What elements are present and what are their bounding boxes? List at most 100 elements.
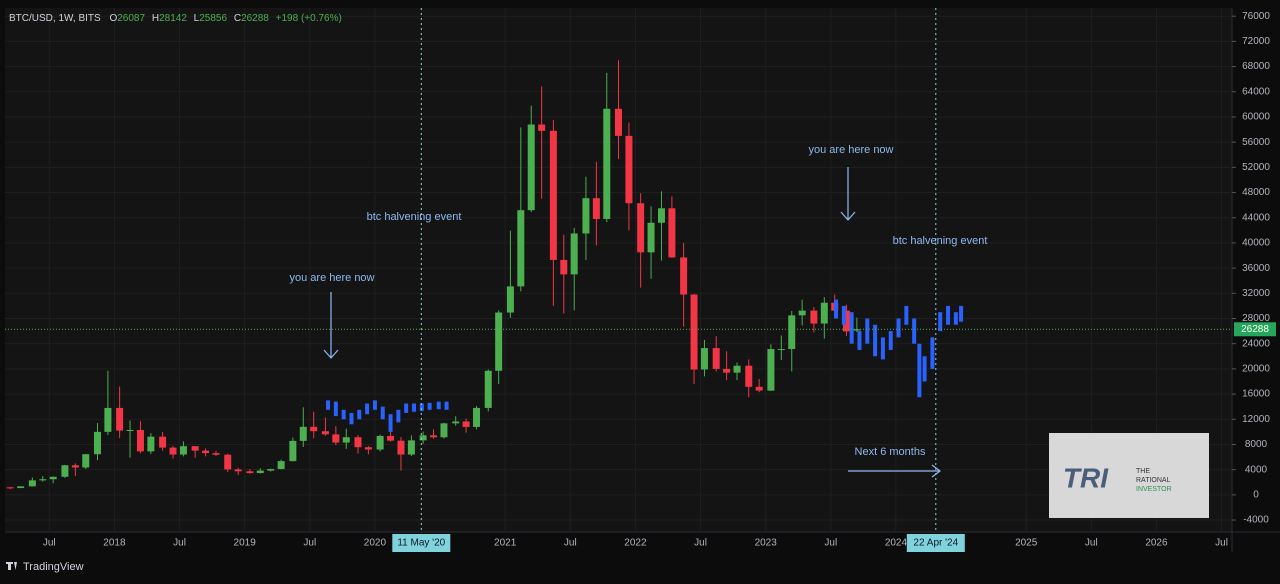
candle-body xyxy=(299,426,307,441)
marks xyxy=(5,8,1232,532)
footer-text[interactable]: TradingView xyxy=(23,561,84,573)
event-label: 22 Apr '24 xyxy=(913,538,958,549)
candle-body xyxy=(637,203,645,253)
candle-body xyxy=(755,386,763,391)
y-tick-label: 32000 xyxy=(1242,288,1270,299)
candle-body xyxy=(842,310,850,332)
watermark-box xyxy=(1049,433,1209,518)
candle-body xyxy=(321,431,329,435)
candle-body xyxy=(6,487,14,489)
arrow-down xyxy=(323,292,339,359)
annotation: btc halvening event xyxy=(367,211,462,223)
candle-body xyxy=(820,302,828,324)
annotation: you are here now xyxy=(290,272,375,284)
logo-name: INVESTOR xyxy=(1136,486,1172,493)
x-tick-label: Jul xyxy=(1215,538,1228,549)
x-tick-label: 2021 xyxy=(494,538,517,549)
candle-body xyxy=(657,208,665,223)
candle-body xyxy=(93,431,101,455)
candle-body xyxy=(332,434,340,443)
ohlc-value: 26087 xyxy=(117,13,145,24)
last-price-label: 26288 xyxy=(1241,324,1269,335)
candle-body xyxy=(680,257,688,295)
event-label-box xyxy=(392,534,451,552)
change: +198 (+0.76%) xyxy=(276,13,342,24)
candle-body xyxy=(788,315,796,350)
y-tick-label: 48000 xyxy=(1242,187,1270,198)
ohlc-value: 25856 xyxy=(199,13,227,24)
y-tick-label: 0 xyxy=(1253,489,1259,500)
last-price-box xyxy=(1234,322,1276,337)
candle-body xyxy=(267,469,275,471)
candle-body xyxy=(116,407,124,431)
x-tick-label: 2026 xyxy=(1145,538,1168,549)
grid xyxy=(5,8,1236,532)
candle-body xyxy=(777,349,785,351)
candle-body xyxy=(615,108,622,136)
candle-body xyxy=(191,446,199,451)
x-tick-label: Jul xyxy=(1085,538,1098,549)
candle-body xyxy=(159,436,167,448)
candle-body xyxy=(798,310,806,316)
candle-body xyxy=(71,465,79,468)
candle-body xyxy=(810,310,818,324)
candle-body xyxy=(560,259,568,275)
candle-body xyxy=(538,124,546,131)
candle-body xyxy=(61,465,69,477)
x-tick-label: 2022 xyxy=(624,538,647,549)
candle-body xyxy=(82,454,90,468)
candle-body xyxy=(104,407,112,432)
candle-body xyxy=(28,480,36,487)
candle-body xyxy=(387,435,395,441)
candle-body xyxy=(452,421,460,424)
candle-body xyxy=(745,365,753,387)
y-tick-label: 4000 xyxy=(1245,464,1268,475)
candle-body xyxy=(506,286,514,313)
candle-body xyxy=(582,198,590,234)
arrow-right xyxy=(848,464,941,478)
logo-name: THE xyxy=(1136,468,1150,475)
event-label-box xyxy=(906,534,965,552)
candle-body xyxy=(376,435,384,450)
y-tick-label: 40000 xyxy=(1242,238,1270,249)
candle-body xyxy=(440,423,448,438)
y-tick-label: 28000 xyxy=(1242,313,1270,324)
annotation: Next 6 months xyxy=(855,446,926,458)
x-tick-label: 2018 xyxy=(103,538,126,549)
candle-body xyxy=(733,365,741,373)
header: BTC/USD, 1W, BITS O26087 H28142 L25856 C… xyxy=(9,13,342,24)
candle-body xyxy=(256,470,264,474)
x-tick-label: Jul xyxy=(303,538,316,549)
ohlc-label: H xyxy=(152,13,159,24)
candle-body xyxy=(126,429,134,431)
y-tick-label: 8000 xyxy=(1245,439,1268,450)
x-tick-label: 2024 xyxy=(885,538,908,549)
candle-body xyxy=(39,479,47,481)
y-tick-label: 60000 xyxy=(1242,112,1270,123)
y-tick-label: 72000 xyxy=(1242,36,1270,47)
y-tick-label: 68000 xyxy=(1242,61,1270,72)
candle-body xyxy=(147,436,155,452)
x-tick-label: Jul xyxy=(43,538,56,549)
candle-body xyxy=(603,108,611,219)
y-tick-label: 44000 xyxy=(1242,212,1270,223)
event-label: 11 May '20 xyxy=(397,538,445,549)
candle-body xyxy=(723,368,731,373)
candle-body xyxy=(625,135,633,204)
x-tick-label: Jul xyxy=(564,538,577,549)
candle-body xyxy=(473,407,481,427)
candle-body xyxy=(462,421,470,427)
footer-logo xyxy=(6,562,17,570)
x-tick-label: 2025 xyxy=(1015,538,1038,549)
candle-body xyxy=(668,208,676,258)
x-tick-label: 2023 xyxy=(755,538,778,549)
symbol: BTC/USD, 1W, BITS xyxy=(9,13,101,24)
footer-bar xyxy=(0,555,1280,584)
candle-body xyxy=(397,440,405,455)
candle-body xyxy=(342,437,350,443)
y-tick-label: 16000 xyxy=(1242,389,1270,400)
logo: TRI xyxy=(1063,462,1109,493)
y-tick-label: 20000 xyxy=(1242,364,1270,375)
